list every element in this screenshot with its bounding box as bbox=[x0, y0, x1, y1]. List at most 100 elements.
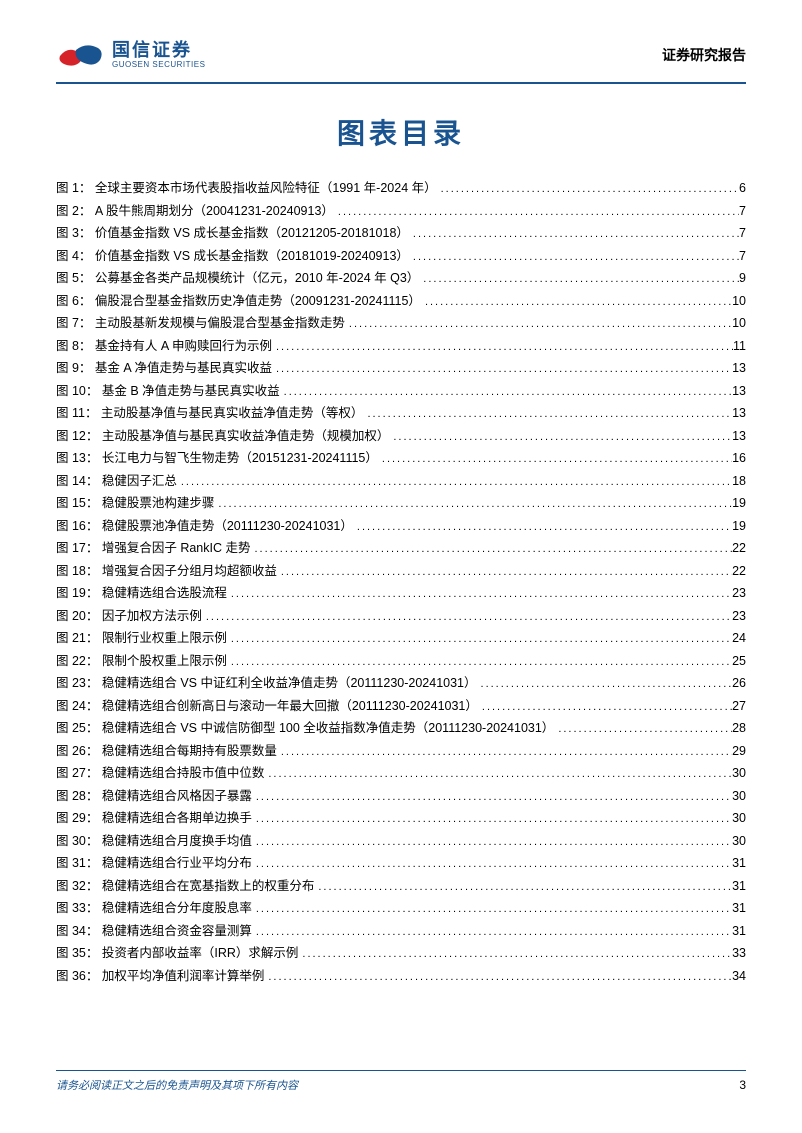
toc-page: 31 bbox=[732, 925, 746, 938]
toc-row: 图 30： 稳健精选组合月度换手均值30 bbox=[56, 835, 746, 848]
toc-leader-dots bbox=[277, 747, 732, 758]
toc-page: 23 bbox=[732, 587, 746, 600]
toc-page: 16 bbox=[732, 452, 746, 465]
toc-page: 30 bbox=[732, 835, 746, 848]
toc-leader-dots bbox=[409, 252, 739, 263]
toc-row: 图 34： 稳健精选组合资金容量测算 31 bbox=[56, 925, 746, 938]
toc-page: 23 bbox=[732, 610, 746, 623]
toc-page: 10 bbox=[732, 295, 746, 308]
toc-page: 6 bbox=[739, 182, 746, 195]
toc-leader-dots bbox=[353, 522, 732, 533]
toc-leader-dots bbox=[477, 679, 733, 690]
toc-label: 图 1： 全球主要资本市场代表股指收益风险特征（1991 年-2024 年） bbox=[56, 182, 437, 195]
toc-leader-dots bbox=[227, 634, 732, 645]
toc-leader-dots bbox=[177, 477, 732, 488]
toc-leader-dots bbox=[227, 657, 732, 668]
toc-row: 图 29： 稳健精选组合各期单边换手30 bbox=[56, 812, 746, 825]
toc-label: 图 35： 投资者内部收益率（IRR）求解示例 bbox=[56, 947, 298, 960]
toc-page: 31 bbox=[732, 857, 746, 870]
toc-row: 图 12： 主动股基净值与基民真实收益净值走势（规模加权） 13 bbox=[56, 430, 746, 443]
toc-label: 图 4： 价值基金指数 VS 成长基金指数（20181019-20240913） bbox=[56, 250, 409, 263]
toc-leader-dots bbox=[334, 207, 739, 218]
toc-leader-dots bbox=[421, 297, 732, 308]
toc-leader-dots bbox=[252, 904, 732, 915]
company-name-en: GUOSEN SECURITIES bbox=[112, 61, 205, 70]
logo-text: 国信证券 GUOSEN SECURITIES bbox=[112, 41, 205, 70]
toc-row: 图 31： 稳健精选组合行业平均分布31 bbox=[56, 857, 746, 870]
toc-label: 图 7： 主动股基新发规模与偏股混合型基金指数走势 bbox=[56, 317, 345, 330]
toc-leader-dots bbox=[389, 432, 732, 443]
toc-page: 19 bbox=[732, 520, 746, 533]
toc-page: 7 bbox=[739, 205, 746, 218]
toc-label: 图 5： 公募基金各类产品规模统计（亿元，2010 年-2024 年 Q3） bbox=[56, 272, 419, 285]
toc-page: 9 bbox=[739, 272, 746, 285]
toc-label: 图 27： 稳健精选组合持股市值中位数 bbox=[56, 767, 264, 780]
toc-label: 图 33： 稳健精选组合分年度股息率 bbox=[56, 902, 252, 915]
toc-page: 33 bbox=[732, 947, 746, 960]
toc-leader-dots bbox=[252, 792, 732, 803]
toc-label: 图 34： 稳健精选组合资金容量测算 bbox=[56, 925, 252, 938]
toc-row: 图 36： 加权平均净值利润率计算举例 34 bbox=[56, 970, 746, 983]
toc-row: 图 3： 价值基金指数 VS 成长基金指数（20121205-20181018）… bbox=[56, 227, 746, 240]
toc-row: 图 13： 长江电力与智飞生物走势（20151231-20241115）16 bbox=[56, 452, 746, 465]
footer-disclaimer: 请务必阅读正文之后的免责声明及其项下所有内容 bbox=[56, 1077, 298, 1093]
toc-page: 31 bbox=[732, 880, 746, 893]
toc-label: 图 18： 增强复合因子分组月均超额收益 bbox=[56, 565, 277, 578]
toc-label: 图 16： 稳健股票池净值走势（20111230-20241031） bbox=[56, 520, 353, 533]
toc-page: 10 bbox=[732, 317, 746, 330]
toc-page: 13 bbox=[732, 362, 746, 375]
toc-page: 18 bbox=[732, 475, 746, 488]
toc-leader-dots bbox=[227, 589, 732, 600]
toc-row: 图 26： 稳健精选组合每期持有股票数量29 bbox=[56, 745, 746, 758]
toc-page: 29 bbox=[732, 745, 746, 758]
toc-label: 图 32： 稳健精选组合在宽基指数上的权重分布 bbox=[56, 880, 314, 893]
toc-label: 图 36： 加权平均净值利润率计算举例 bbox=[56, 970, 264, 983]
toc-label: 图 19： 稳健精选组合选股流程 bbox=[56, 587, 227, 600]
toc-row: 图 4： 价值基金指数 VS 成长基金指数（20181019-20240913）… bbox=[56, 250, 746, 263]
toc-label: 图 14： 稳健因子汇总 bbox=[56, 475, 177, 488]
company-logo-icon bbox=[56, 38, 104, 72]
page-title: 图表目录 bbox=[56, 112, 746, 152]
toc-page: 26 bbox=[732, 677, 746, 690]
toc-label: 图 25： 稳健精选组合 VS 中诚信防御型 100 全收益指数净值走势（201… bbox=[56, 722, 554, 735]
toc-leader-dots bbox=[264, 769, 732, 780]
toc-leader-dots bbox=[252, 859, 732, 870]
toc-leader-dots bbox=[250, 544, 732, 555]
toc-leader-dots bbox=[252, 814, 732, 825]
toc-page: 34 bbox=[732, 970, 746, 983]
toc-leader-dots bbox=[272, 342, 733, 353]
toc-label: 图 23： 稳健精选组合 VS 中证红利全收益净值走势（20111230-202… bbox=[56, 677, 477, 690]
toc-row: 图 25： 稳健精选组合 VS 中诚信防御型 100 全收益指数净值走势（201… bbox=[56, 722, 746, 735]
toc-leader-dots bbox=[298, 949, 732, 960]
toc-leader-dots bbox=[280, 387, 732, 398]
toc-label: 图 6： 偏股混合型基金指数历史净值走势（20091231-20241115） bbox=[56, 295, 421, 308]
toc-label: 图 9： 基金 A 净值走势与基民真实收益 bbox=[56, 362, 272, 375]
toc-page: 31 bbox=[732, 902, 746, 915]
toc-page: 24 bbox=[732, 632, 746, 645]
toc-row: 图 23： 稳健精选组合 VS 中证红利全收益净值走势（20111230-202… bbox=[56, 677, 746, 690]
toc-row: 图 19： 稳健精选组合选股流程 23 bbox=[56, 587, 746, 600]
toc-page: 25 bbox=[732, 655, 746, 668]
page-number: 3 bbox=[739, 1078, 746, 1092]
toc-leader-dots bbox=[478, 702, 732, 713]
toc-label: 图 2： A 股牛熊周期划分（20041231-20240913） bbox=[56, 205, 334, 218]
toc-leader-dots bbox=[214, 499, 732, 510]
toc-leader-dots bbox=[272, 364, 732, 375]
toc-label: 图 21： 限制行业权重上限示例 bbox=[56, 632, 227, 645]
toc-row: 图 22： 限制个股权重上限示例25 bbox=[56, 655, 746, 668]
toc-row: 图 20： 因子加权方法示例23 bbox=[56, 610, 746, 623]
toc-leader-dots bbox=[252, 927, 732, 938]
toc-label: 图 12： 主动股基净值与基民真实收益净值走势（规模加权） bbox=[56, 430, 389, 443]
toc-leader-dots bbox=[314, 882, 732, 893]
logo-block: 国信证券 GUOSEN SECURITIES bbox=[56, 38, 205, 72]
toc-leader-dots bbox=[419, 274, 739, 285]
toc-leader-dots bbox=[378, 454, 732, 465]
toc-page: 7 bbox=[739, 227, 746, 240]
toc-page: 30 bbox=[732, 767, 746, 780]
toc-page: 13 bbox=[732, 430, 746, 443]
toc-leader-dots bbox=[437, 184, 739, 195]
toc-row: 图 14： 稳健因子汇总 18 bbox=[56, 475, 746, 488]
toc-row: 图 2： A 股牛熊周期划分（20041231-20240913） 7 bbox=[56, 205, 746, 218]
toc-page: 11 bbox=[733, 340, 746, 353]
toc-row: 图 28： 稳健精选组合风格因子暴露30 bbox=[56, 790, 746, 803]
